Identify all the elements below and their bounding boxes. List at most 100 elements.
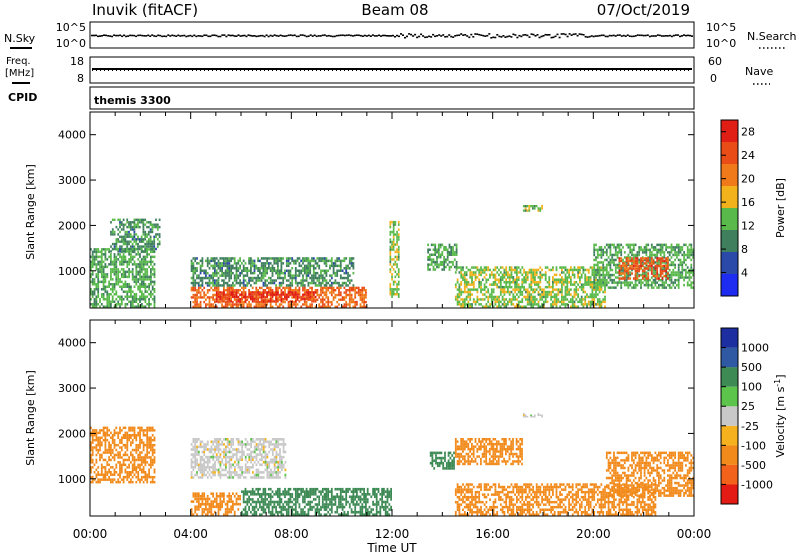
heatmap-cell [494,283,497,286]
heatmap-cell [605,263,608,267]
heatmap-cell [348,257,351,260]
heatmap-cell [602,253,605,257]
noise-sample [299,34,302,36]
noise-sample [594,35,597,37]
heatmap-cell [528,295,531,299]
heatmap-cell [128,473,130,476]
heatmap-cell [235,267,238,270]
noise-sample [516,36,519,39]
heatmap-cell [257,303,259,306]
heatmap-cell [638,251,641,254]
heatmap-cell [455,268,458,271]
heatmap-cell [113,242,116,246]
heatmap-cell [354,293,357,297]
heatmap-cell [262,305,265,308]
heatmap-cell [519,271,522,274]
heatmap-cell [338,264,340,268]
heatmap-cell [582,288,585,291]
heatmap-cell [524,205,527,208]
heatmap-cell [192,284,195,287]
heatmap-cell [104,263,107,266]
heatmap-cell [90,441,92,444]
heatmap-cell [625,269,628,273]
heatmap-cell [257,305,259,308]
heatmap-cell [151,228,154,231]
heatmap-cell [550,298,552,301]
heatmap-cell [153,268,156,271]
heatmap-cell [135,275,138,279]
heatmap-cell [389,240,392,244]
heatmap-cell [106,275,109,279]
heatmap-cell [153,295,156,298]
heatmap-cell [305,276,308,280]
heatmap-cell [616,256,619,259]
heatmap-cell [521,305,524,308]
heatmap-cell [681,261,684,264]
heatmap-cell [277,262,279,265]
heatmap-cell [499,266,502,269]
heatmap-cell [392,280,395,284]
heatmap-cell [255,289,258,292]
heatmap-cell [347,264,349,268]
heatmap-cell [330,276,333,280]
heatmap-cell [153,255,156,259]
beam-title: Beam 08 [361,1,428,19]
heatmap-cell [140,290,143,293]
heatmap-cell [604,266,606,269]
heatmap-cell [627,286,630,289]
heatmap-cell [137,245,139,248]
heatmap-cell [291,284,294,287]
heatmap-cell [115,480,118,484]
heatmap-cell [278,286,281,290]
heatmap-cell [334,262,337,265]
heatmap-cell [110,300,112,303]
noise-sample [189,34,192,37]
heatmap-cell [93,438,96,442]
heatmap-cell [257,296,259,299]
heatmap-cell [618,278,621,282]
heatmap-cell [439,260,442,264]
heatmap-cell [120,298,123,301]
heatmap-cell [332,269,335,272]
heatmap-cell [517,266,520,269]
heatmap-cell [501,285,504,289]
heatmap-cell [668,246,671,249]
heatmap-cell [627,262,630,265]
heatmap-cell [507,288,509,291]
heatmap-cell [142,258,145,261]
heatmap-cell [139,468,141,471]
heatmap-cell [190,286,193,290]
heatmap-cell [144,233,147,236]
heatmap-cell [268,298,270,301]
heatmap-cell [462,268,464,272]
heatmap-cell [192,286,195,290]
heatmap-cell [205,281,207,285]
heatmap-cell [526,273,529,277]
noise-sample [265,34,268,36]
heatmap-cell [119,260,121,264]
heatmap-cell [587,268,590,272]
heatmap-cell [311,257,313,260]
heatmap-cell [131,456,134,459]
heatmap-cell [480,283,482,286]
heatmap-cell [302,303,304,306]
heatmap-cell [363,305,365,308]
noise-sample [654,35,657,37]
heatmap-cell [253,291,256,294]
heatmap-cell [620,251,623,254]
heatmap-cell [250,271,252,275]
heatmap-cell [659,243,662,247]
heatmap-cell [122,225,125,229]
heatmap-cell [150,475,152,479]
heatmap-cell [115,245,118,248]
heatmap-cell [598,305,601,308]
heatmap-cell [501,290,504,294]
noise-sample [369,35,372,37]
heatmap-cell [434,248,437,251]
heatmap-cell [476,268,479,272]
noise-sample [490,37,493,39]
heatmap-cell [95,453,98,457]
heatmap-cell [97,273,100,276]
heatmap-cell [683,251,685,254]
heatmap-cell [102,283,105,286]
